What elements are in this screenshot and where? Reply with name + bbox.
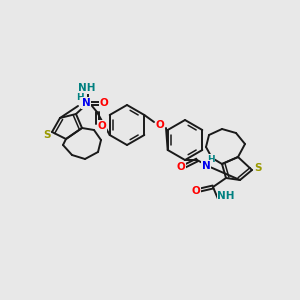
Text: NH: NH (217, 191, 235, 201)
Text: S: S (43, 130, 51, 140)
Text: O: O (177, 162, 185, 172)
Text: S: S (254, 163, 262, 173)
Text: O: O (192, 186, 200, 196)
Text: NH: NH (78, 83, 96, 93)
Text: O: O (100, 98, 108, 108)
Text: H: H (207, 154, 215, 164)
Text: N: N (202, 161, 210, 171)
Text: O: O (98, 121, 106, 131)
Text: H: H (76, 94, 84, 103)
Text: O: O (156, 120, 164, 130)
Text: N: N (82, 98, 90, 108)
